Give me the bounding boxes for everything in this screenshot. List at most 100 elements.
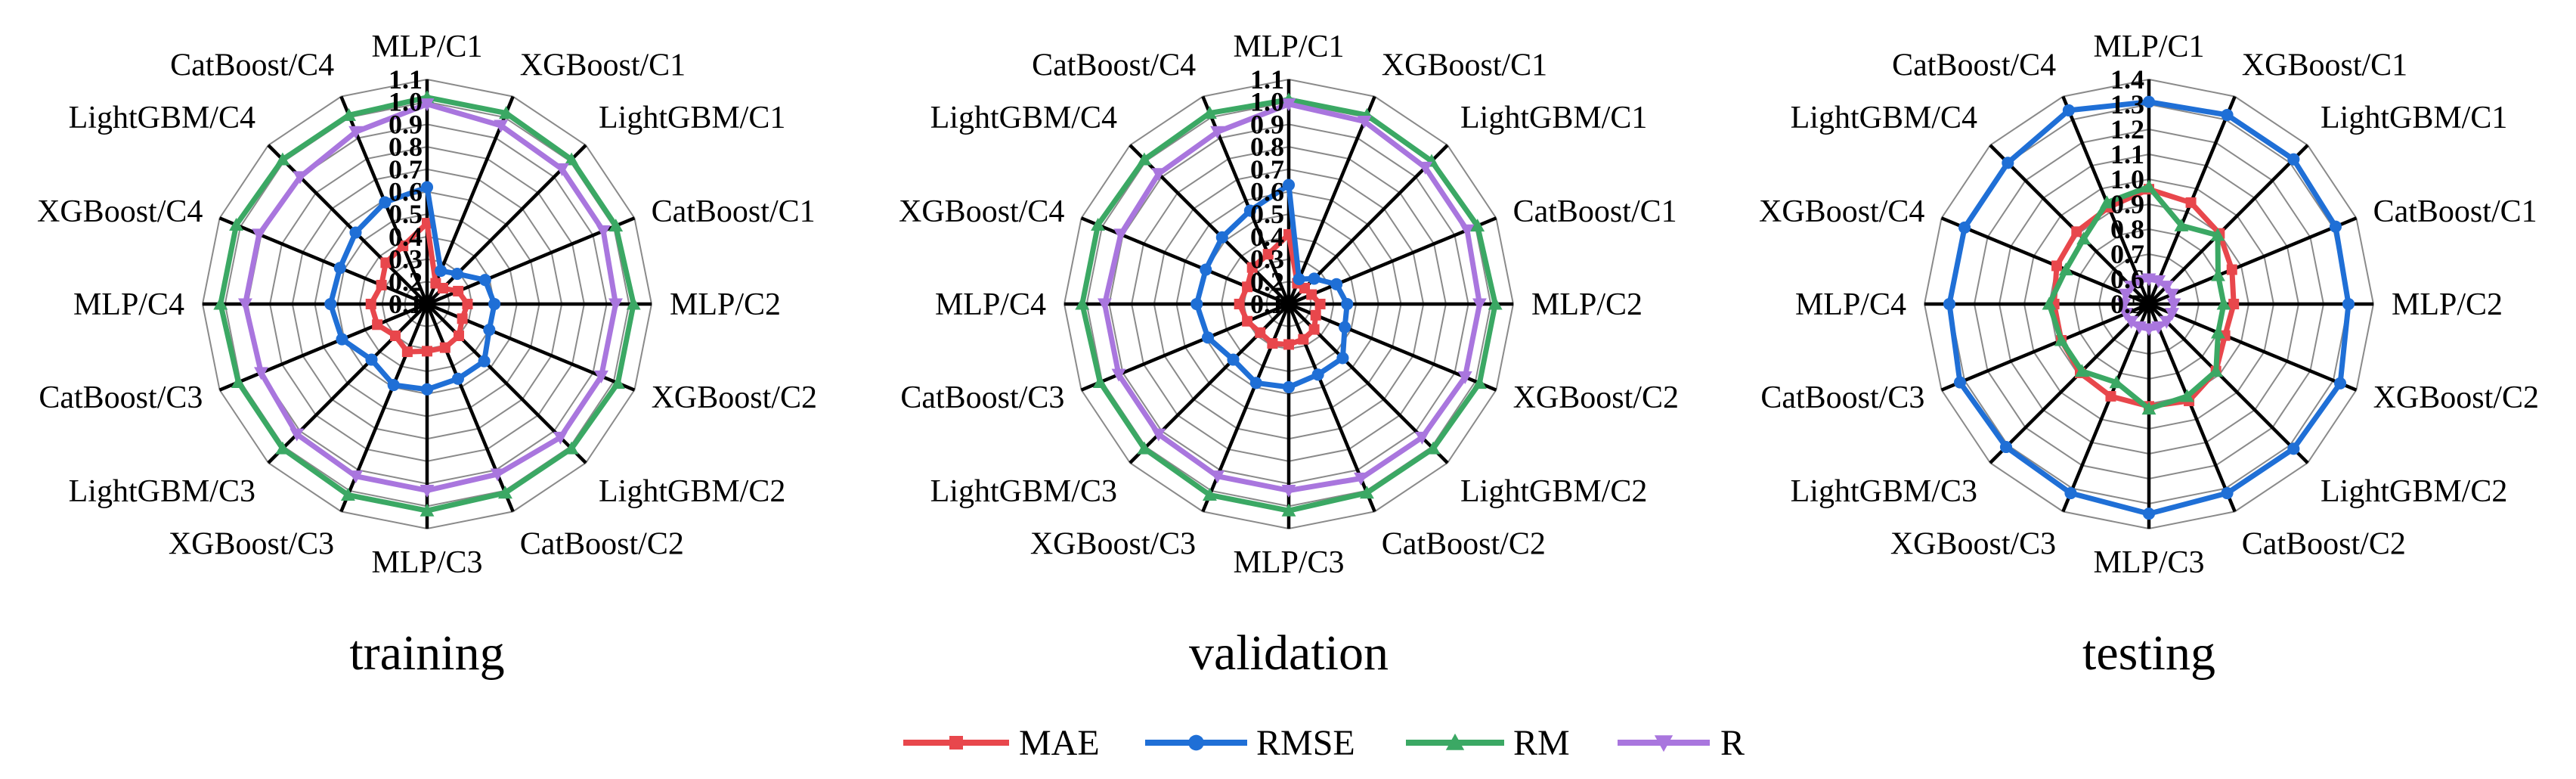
data-point-rm-mlp-c3 [1281,503,1296,517]
data-point-mae-mlp-c3 [1283,339,1294,350]
data-point-rmse-xgboost-c3 [387,378,400,392]
category-label-catboost-c1: CatBoost/C1 [652,194,816,229]
tick-label: 0.8 [389,132,423,162]
axis-spoke [2148,216,2358,306]
data-point-mae-xgboost-c3 [1267,338,1278,349]
data-point-rmse-xgboost-c2 [2334,377,2347,390]
data-point-r-lightgbm-c2 [1414,431,1429,445]
data-point-rm-catboost-c1 [1470,219,1485,232]
tick-label: 0.4 [1250,222,1284,252]
axis-spoke [2061,303,2151,513]
data-point-rmse-mlp-c3 [420,383,434,396]
data-point-r-mlp-c4 [1098,298,1112,312]
data-point-r-xgboost-c2 [594,370,608,383]
data-point-rmse-lightgbm-c4 [349,226,362,239]
category-label-xgboost-c1: XGBoost/C1 [2242,48,2407,82]
category-label-catboost-c2: CatBoost/C2 [520,527,684,562]
category-label-catboost-c4: CatBoost/C4 [170,48,334,82]
category-label-mlp-c4: MLP/C4 [1795,287,1906,322]
panel-title-validation: validation [1189,625,1389,681]
tick-label: 0.2 [389,266,423,296]
category-label-lightgbm-c3: LightGBM/C3 [1791,474,1977,509]
series-rm [213,90,641,517]
tick-label: 1.4 [2110,64,2144,95]
tick-label: 1.1 [1250,64,1284,95]
category-label-mlp-c3: MLP/C3 [371,545,482,580]
data-point-rm-catboost-c3 [1092,374,1107,388]
data-point-r-lightgbm-c1 [555,163,569,176]
series-r [1098,98,1487,498]
data-point-r-lightgbm-c3 [1151,428,1166,442]
data-point-rm-lightgbm-c2 [564,441,579,455]
data-point-mae-lightgbm-c3 [1255,327,1266,338]
data-point-rmse-lightgbm-c3 [1999,440,2013,454]
data-point-rm-mlp-c4 [1075,296,1090,310]
data-point-rmse-mlp-c2 [488,297,501,311]
category-label-xgboost-c2: XGBoost/C2 [2373,380,2539,415]
category-label-xgboost-c3: XGBoost/C3 [1890,527,2056,562]
legend-item-rmse: RMSE [1145,723,1355,763]
data-point-r-lightgbm-c3 [2124,315,2139,329]
tick-label: 0.7 [1250,154,1284,185]
category-label-xgboost-c3: XGBoost/C3 [169,527,334,562]
data-point-rm-lightgbm-c2 [1426,441,1441,455]
data-point-rm-lightgbm-c2 [2209,364,2224,377]
axis-spoke [1940,216,2150,306]
data-point-rm-catboost-c2 [497,486,512,499]
data-point-mae-xgboost-c4 [1242,281,1253,293]
tick-label: 0.9 [2110,189,2144,219]
data-point-rmse-xgboost-c2 [483,324,496,337]
category-label-lightgbm-c4: LightGBM/C4 [930,101,1117,135]
tick-label: 0.2 [1250,266,1284,296]
tick-label: 0.1 [389,289,423,319]
data-point-rmse-catboost-c2 [2221,486,2234,500]
category-label-lightgbm-c2: LightGBM/C2 [1460,474,1647,509]
legend-marker-rm [1445,733,1465,750]
tick-label: 1.3 [2110,89,2144,119]
data-point-rmse-catboost-c1 [2329,220,2342,233]
category-label-mlp-c2: MLP/C2 [2392,287,2503,322]
chart-legend: MAE RMSE RM R [903,723,1745,763]
data-point-rm-xgboost-c3 [2109,375,2124,389]
data-point-mae-mlp-c2 [2228,299,2240,309]
tick-label: 0.5 [2110,289,2144,319]
data-point-mae-catboost-c3 [1242,315,1253,327]
legend-label-r: R [1720,723,1745,763]
data-point-rm-catboost-c3 [231,374,246,388]
data-point-rmse-lightgbm-c2 [2287,442,2300,455]
data-point-r-catboost-c2 [1354,472,1368,486]
data-point-rm-lightgbm-c1 [2210,228,2225,241]
data-point-rmse-mlp-c1 [1282,178,1296,191]
data-point-rm-mlp-c1 [2141,179,2156,193]
tick-label: 0.8 [1250,132,1284,162]
category-label-mlp-c4: MLP/C4 [935,287,1046,322]
category-label-lightgbm-c3: LightGBM/C3 [930,474,1117,509]
data-point-rmse-catboost-c4 [379,196,392,209]
axis-spoke [1286,95,1376,305]
category-label-xgboost-c1: XGBoost/C1 [520,48,686,82]
data-point-rmse-lightgbm-c3 [1227,353,1240,366]
data-point-r-xgboost-c3 [2132,321,2147,334]
data-point-mae-lightgbm-c4 [1246,262,1258,273]
data-point-rm-lightgbm-c3 [1137,441,1152,455]
tick-label: 0.3 [1250,244,1284,275]
data-point-r-lightgbm-c1 [1418,161,1433,175]
legend-item-rm: RM [1406,723,1570,763]
legend-item-r: R [1618,723,1745,763]
data-point-rm-mlp-c4 [213,296,228,310]
data-point-mae-catboost-c1 [453,285,464,296]
data-point-r-xgboost-c3 [1210,470,1225,484]
data-point-rm-mlp-c3 [2141,402,2156,415]
data-point-r-xgboost-c1 [1357,115,1372,129]
category-label-mlp-c3: MLP/C3 [1233,545,1344,580]
data-point-rmse-mlp-c2 [2342,297,2355,311]
data-point-r-lightgbm-c4 [293,171,308,185]
data-point-rm-xgboost-c3 [1202,487,1217,501]
category-label-catboost-c2: CatBoost/C2 [2242,527,2406,562]
data-point-mae-catboost-c4 [1262,249,1274,260]
data-point-rm-lightgbm-c4 [2076,231,2091,245]
data-point-r-catboost-c1 [596,225,611,238]
data-point-mae-catboost-c1 [2226,264,2237,275]
data-point-r-mlp-c3 [1281,484,1296,498]
data-point-mae-mlp-c4 [1234,299,1245,309]
